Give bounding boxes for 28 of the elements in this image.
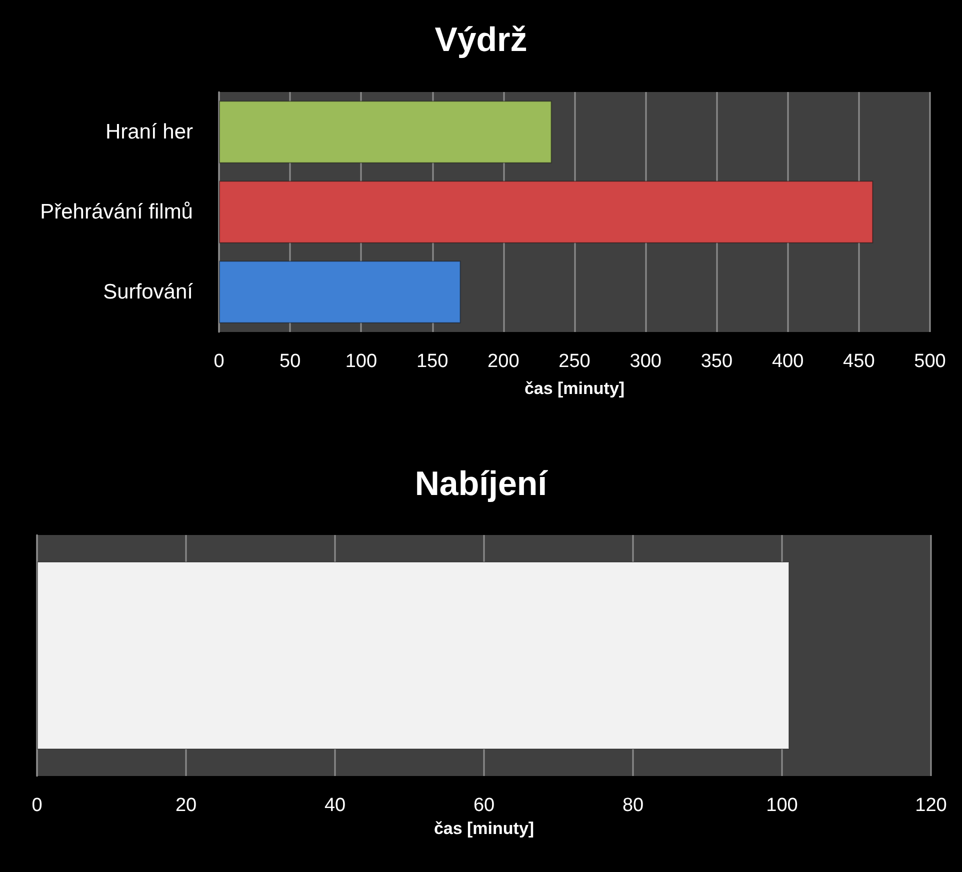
- x-tick-label: 20: [175, 795, 197, 816]
- x-tick-label: 300: [630, 351, 662, 372]
- x-tick-label: 450: [843, 351, 875, 372]
- x-tick-label: 50: [280, 351, 301, 372]
- x-tick-label: 40: [324, 795, 346, 816]
- x-tick-label: 120: [915, 795, 947, 816]
- chart-title: Výdrž: [434, 21, 528, 59]
- x-tick-label: 80: [622, 795, 644, 816]
- y-tick-label: Surfování: [103, 280, 194, 304]
- x-axis-title: čas [minuty]: [434, 818, 534, 838]
- x-tick-label: 500: [914, 351, 946, 372]
- x-tick-label: 100: [345, 351, 378, 372]
- x-tick-label: 200: [488, 351, 520, 372]
- bar: [219, 260, 461, 324]
- x-tick-label: 400: [772, 351, 804, 372]
- bar: [219, 180, 874, 244]
- y-tick-label: Přehrávání filmů: [40, 200, 193, 224]
- x-tick-label: 0: [214, 351, 224, 372]
- x-tick-label: 150: [416, 351, 448, 372]
- x-tick-label: 0: [32, 795, 42, 816]
- chart-title: Nabíjení: [414, 465, 549, 503]
- x-tick-label: 60: [473, 795, 495, 816]
- x-tick-label: 350: [700, 351, 733, 372]
- x-tick-label: 250: [558, 351, 590, 372]
- y-tick-label: Hraní her: [105, 120, 193, 144]
- x-axis-title: čas [minuty]: [524, 379, 625, 398]
- bar: [219, 100, 552, 164]
- x-tick-label: 100: [766, 795, 798, 816]
